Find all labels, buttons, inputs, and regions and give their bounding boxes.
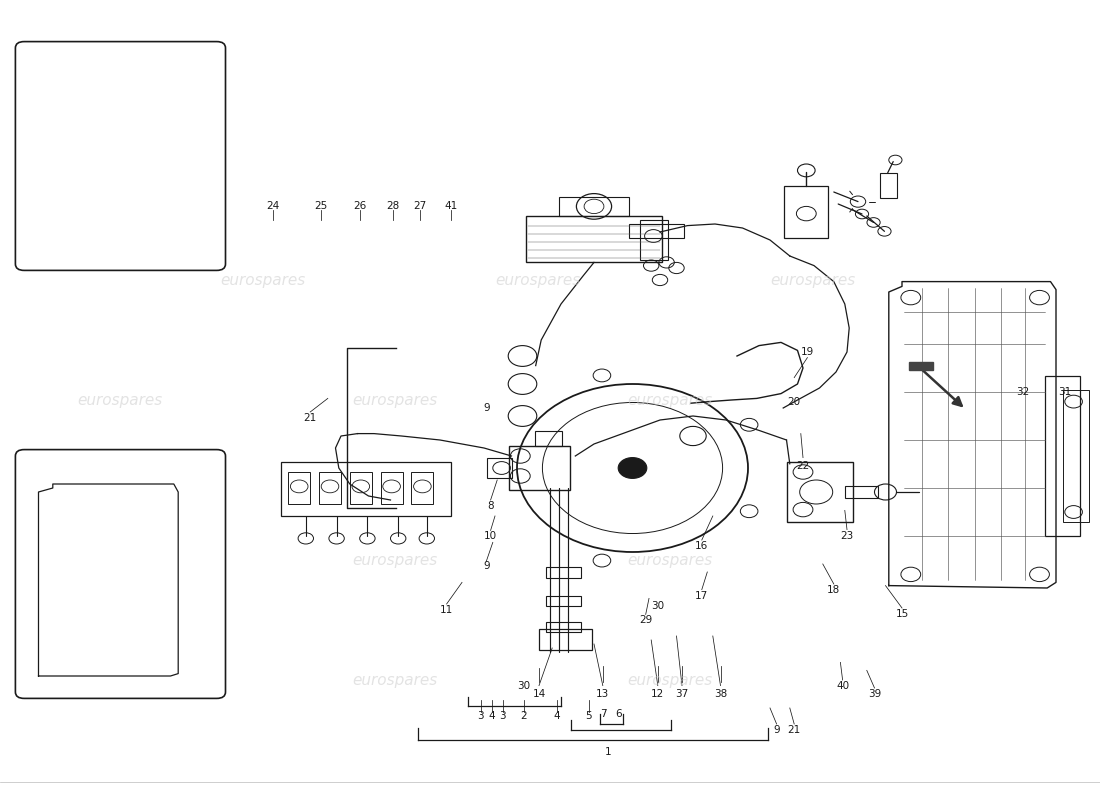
Bar bbox=[319, 472, 341, 504]
Text: eurospares: eurospares bbox=[627, 673, 713, 687]
Text: 33: 33 bbox=[84, 219, 97, 229]
Text: 23: 23 bbox=[840, 531, 854, 541]
Text: 38: 38 bbox=[714, 690, 727, 699]
Bar bbox=[546, 596, 581, 606]
Text: 25: 25 bbox=[315, 202, 328, 211]
Text: 17: 17 bbox=[695, 591, 708, 601]
Text: eurospares: eurospares bbox=[77, 553, 163, 567]
Text: 2: 2 bbox=[520, 711, 527, 721]
Text: 14: 14 bbox=[532, 690, 546, 699]
Text: 20: 20 bbox=[788, 397, 801, 406]
Bar bbox=[535, 431, 562, 446]
Bar bbox=[509, 446, 570, 490]
Bar bbox=[280, 462, 451, 516]
Text: 21: 21 bbox=[304, 413, 317, 422]
Bar bbox=[845, 486, 878, 498]
Bar bbox=[546, 567, 581, 578]
Text: 12: 12 bbox=[651, 690, 664, 699]
Bar bbox=[526, 216, 662, 262]
Bar bbox=[629, 224, 684, 238]
Bar bbox=[288, 472, 310, 504]
Text: 33: 33 bbox=[65, 209, 78, 218]
Bar bbox=[1063, 390, 1089, 522]
Text: eurospares: eurospares bbox=[627, 393, 713, 407]
Bar bbox=[1045, 376, 1080, 536]
Bar bbox=[350, 472, 372, 504]
Text: 7: 7 bbox=[601, 709, 607, 718]
Text: 10: 10 bbox=[484, 531, 497, 541]
Text: 4: 4 bbox=[488, 711, 495, 721]
Text: F1: F1 bbox=[153, 463, 173, 478]
Text: 11: 11 bbox=[440, 605, 453, 614]
Text: 36: 36 bbox=[68, 677, 81, 686]
Text: 35: 35 bbox=[109, 677, 122, 686]
Text: 18: 18 bbox=[827, 586, 840, 595]
Text: 36: 36 bbox=[59, 677, 73, 686]
Bar bbox=[640, 220, 668, 260]
Text: 32: 32 bbox=[1016, 387, 1030, 397]
Text: 22: 22 bbox=[796, 461, 810, 470]
Text: 34: 34 bbox=[84, 205, 97, 214]
Text: 3: 3 bbox=[477, 711, 484, 721]
Bar bbox=[880, 173, 896, 198]
Text: 34: 34 bbox=[76, 194, 89, 203]
Text: eurospares: eurospares bbox=[627, 553, 713, 567]
Text: 24: 24 bbox=[266, 202, 279, 211]
Circle shape bbox=[618, 458, 647, 478]
FancyBboxPatch shape bbox=[15, 42, 225, 270]
Bar bbox=[381, 472, 403, 504]
Text: 9: 9 bbox=[483, 403, 490, 413]
Text: 30: 30 bbox=[651, 601, 664, 610]
Text: 6: 6 bbox=[615, 709, 622, 718]
Bar bbox=[487, 458, 512, 478]
Text: 19: 19 bbox=[801, 347, 814, 357]
Bar bbox=[784, 186, 828, 238]
Text: 40: 40 bbox=[836, 681, 849, 690]
Text: eurospares: eurospares bbox=[352, 393, 438, 407]
Text: 30: 30 bbox=[517, 681, 530, 690]
Text: 9: 9 bbox=[483, 562, 490, 571]
Text: 15: 15 bbox=[895, 610, 909, 619]
Bar bbox=[130, 134, 154, 178]
Text: 37: 37 bbox=[675, 690, 689, 699]
Text: 3: 3 bbox=[499, 711, 506, 721]
Text: 8: 8 bbox=[487, 501, 494, 510]
Text: eurospares: eurospares bbox=[220, 273, 306, 287]
Text: eurospares: eurospares bbox=[77, 393, 163, 407]
Text: F1: F1 bbox=[153, 53, 173, 67]
Text: 9: 9 bbox=[773, 726, 780, 735]
Text: 5: 5 bbox=[585, 711, 592, 721]
Text: eurospares: eurospares bbox=[77, 673, 163, 687]
Text: 26: 26 bbox=[353, 202, 366, 211]
Text: 1: 1 bbox=[605, 747, 612, 757]
Bar bbox=[60, 110, 121, 128]
Text: 35: 35 bbox=[98, 677, 111, 686]
Bar bbox=[786, 462, 852, 522]
Text: 27: 27 bbox=[414, 202, 427, 211]
Text: 28: 28 bbox=[386, 202, 399, 211]
Bar bbox=[559, 197, 629, 216]
Text: 13: 13 bbox=[596, 690, 609, 699]
Bar bbox=[539, 629, 592, 650]
Text: eurospares: eurospares bbox=[352, 673, 438, 687]
FancyBboxPatch shape bbox=[15, 450, 225, 698]
Text: 39: 39 bbox=[868, 690, 881, 699]
Text: 4: 4 bbox=[553, 711, 560, 721]
Bar bbox=[411, 472, 433, 504]
Bar bbox=[42, 128, 146, 180]
Text: 21: 21 bbox=[788, 726, 801, 735]
Text: eurospares: eurospares bbox=[770, 273, 856, 287]
Text: eurospares: eurospares bbox=[495, 273, 581, 287]
Text: 16: 16 bbox=[695, 541, 708, 550]
Text: eurospares: eurospares bbox=[352, 553, 438, 567]
Polygon shape bbox=[909, 362, 933, 370]
Text: 29: 29 bbox=[639, 615, 652, 625]
Text: 31: 31 bbox=[1058, 387, 1071, 397]
Text: 41: 41 bbox=[444, 202, 458, 211]
Bar bbox=[546, 622, 581, 632]
